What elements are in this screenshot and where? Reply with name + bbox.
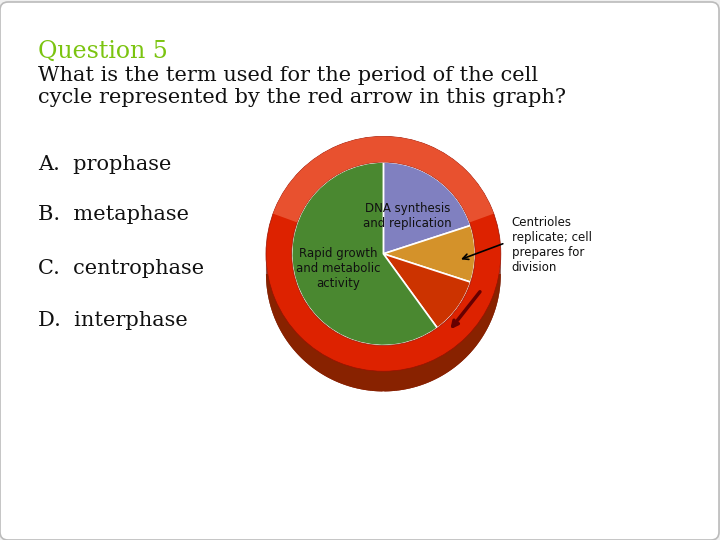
Polygon shape — [325, 356, 328, 377]
Polygon shape — [280, 309, 281, 331]
Polygon shape — [381, 346, 382, 366]
Polygon shape — [315, 349, 316, 370]
Polygon shape — [375, 371, 377, 392]
Polygon shape — [386, 371, 388, 392]
Polygon shape — [321, 321, 324, 344]
Polygon shape — [405, 342, 407, 363]
Polygon shape — [461, 341, 462, 362]
Wedge shape — [383, 162, 471, 254]
Polygon shape — [300, 336, 301, 357]
Polygon shape — [402, 343, 404, 363]
Polygon shape — [452, 314, 453, 335]
Polygon shape — [361, 369, 362, 389]
Polygon shape — [348, 366, 350, 387]
Polygon shape — [491, 299, 492, 321]
Polygon shape — [372, 370, 373, 391]
Polygon shape — [384, 371, 386, 392]
Polygon shape — [428, 362, 429, 383]
Polygon shape — [358, 342, 361, 363]
Polygon shape — [412, 367, 414, 388]
Polygon shape — [350, 339, 351, 360]
Polygon shape — [361, 343, 363, 363]
Polygon shape — [462, 300, 463, 321]
Polygon shape — [443, 323, 444, 344]
Polygon shape — [449, 350, 451, 372]
Polygon shape — [426, 362, 428, 383]
Polygon shape — [330, 328, 333, 350]
Polygon shape — [432, 330, 433, 352]
Polygon shape — [324, 355, 325, 376]
Polygon shape — [313, 313, 314, 334]
Polygon shape — [304, 300, 306, 323]
Polygon shape — [399, 344, 400, 365]
Polygon shape — [289, 325, 291, 346]
Polygon shape — [320, 320, 321, 341]
Polygon shape — [392, 371, 394, 391]
Polygon shape — [336, 361, 338, 382]
Polygon shape — [361, 343, 364, 364]
Polygon shape — [420, 364, 423, 386]
Polygon shape — [461, 302, 462, 323]
Text: What is the term used for the period of the cell
cycle represented by the red ar: What is the term used for the period of … — [38, 66, 566, 107]
Polygon shape — [373, 371, 375, 391]
Polygon shape — [413, 340, 416, 361]
Polygon shape — [343, 364, 344, 384]
Polygon shape — [382, 346, 384, 366]
Polygon shape — [474, 326, 476, 348]
Polygon shape — [362, 369, 364, 390]
Polygon shape — [282, 314, 284, 336]
Polygon shape — [433, 360, 434, 381]
Polygon shape — [319, 319, 321, 342]
Polygon shape — [313, 348, 315, 369]
Text: C.  centrophase: C. centrophase — [38, 259, 204, 278]
Polygon shape — [417, 339, 418, 360]
Polygon shape — [381, 371, 382, 392]
Text: Rapid growth
and metabolic
activity: Rapid growth and metabolic activity — [296, 247, 380, 290]
Polygon shape — [331, 329, 332, 350]
Polygon shape — [423, 336, 425, 356]
Polygon shape — [452, 348, 454, 369]
Polygon shape — [368, 370, 369, 390]
Polygon shape — [296, 280, 297, 304]
Polygon shape — [444, 353, 446, 374]
Polygon shape — [401, 369, 402, 390]
Polygon shape — [285, 319, 287, 340]
Polygon shape — [462, 340, 464, 361]
Polygon shape — [467, 334, 469, 356]
Polygon shape — [337, 333, 338, 354]
Polygon shape — [343, 336, 345, 357]
Polygon shape — [298, 287, 300, 310]
Polygon shape — [293, 329, 294, 350]
Polygon shape — [281, 310, 282, 333]
Polygon shape — [368, 345, 369, 364]
Polygon shape — [296, 332, 297, 353]
Polygon shape — [344, 337, 348, 359]
Polygon shape — [429, 361, 431, 382]
Polygon shape — [318, 351, 320, 373]
Polygon shape — [439, 326, 441, 347]
Polygon shape — [354, 341, 356, 361]
Polygon shape — [301, 294, 302, 317]
Polygon shape — [387, 346, 389, 366]
Polygon shape — [390, 345, 392, 366]
Polygon shape — [333, 330, 336, 352]
Polygon shape — [323, 354, 324, 375]
Polygon shape — [356, 368, 359, 389]
Polygon shape — [316, 316, 317, 337]
Polygon shape — [404, 343, 405, 363]
Polygon shape — [408, 342, 410, 362]
Polygon shape — [448, 318, 449, 339]
Polygon shape — [397, 345, 399, 364]
Polygon shape — [368, 344, 372, 365]
Polygon shape — [466, 336, 467, 357]
Polygon shape — [482, 315, 483, 337]
Polygon shape — [377, 371, 379, 392]
Polygon shape — [303, 340, 305, 361]
Polygon shape — [307, 306, 310, 329]
Polygon shape — [306, 302, 307, 326]
Polygon shape — [364, 343, 368, 364]
Polygon shape — [411, 341, 413, 361]
Polygon shape — [312, 347, 313, 368]
Polygon shape — [277, 304, 278, 326]
